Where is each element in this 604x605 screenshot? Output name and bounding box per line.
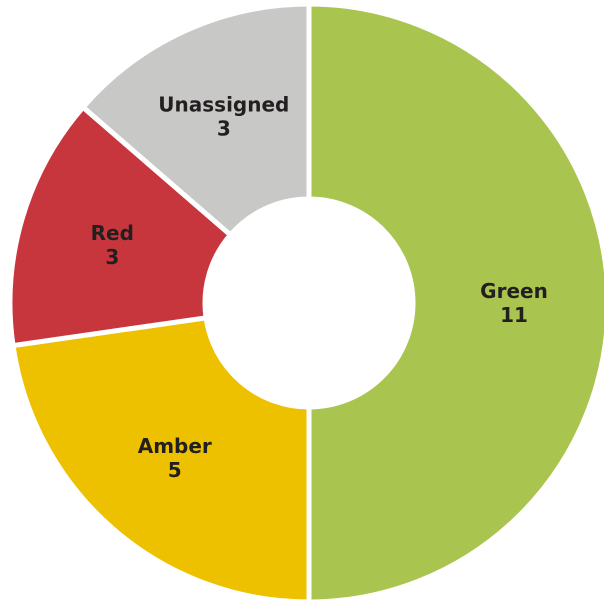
slice-label-amber: Amber xyxy=(138,434,212,458)
slice-unassigned xyxy=(79,1,312,239)
slice-label-unassigned: Unassigned xyxy=(158,93,289,117)
slice-green xyxy=(306,1,604,605)
slice-red xyxy=(7,103,234,349)
slices-group xyxy=(7,1,604,605)
slice-label-green: Green xyxy=(480,279,548,303)
slice-value-unassigned: 3 xyxy=(217,117,231,141)
slice-value-amber: 5 xyxy=(168,458,182,482)
slice-value-green: 11 xyxy=(500,303,528,327)
slice-amber xyxy=(10,314,312,605)
slice-value-red: 3 xyxy=(105,245,119,269)
slice-label-red: Red xyxy=(91,221,134,245)
